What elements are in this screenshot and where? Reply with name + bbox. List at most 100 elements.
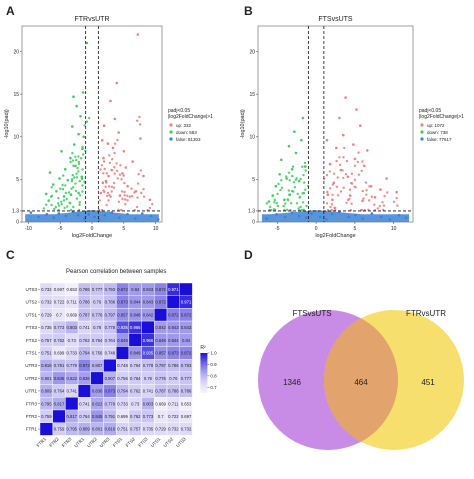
volcano-b-point-down xyxy=(284,202,287,205)
volcano-a-point-down xyxy=(64,191,68,195)
volcano-b-point-up xyxy=(338,163,342,166)
volcano-b-point-up xyxy=(338,116,341,120)
heatmap-cell-value: 0.872 xyxy=(155,300,166,305)
heatmap-cell-value: 0.748 xyxy=(105,350,116,355)
volcano-a-xtick-label: 0 xyxy=(91,226,94,232)
heatmap-cell-value: 0.779 xyxy=(67,363,78,368)
volcano-b-plot-area xyxy=(257,25,414,223)
volcano-a-point-up xyxy=(126,184,129,188)
volcano-a-point-up xyxy=(107,199,110,202)
volcano-a-point-down xyxy=(72,164,75,167)
volcano-a-point-down xyxy=(75,172,78,175)
volcano-b-point-down xyxy=(274,184,278,188)
heatmap-cell-value: 0.794 xyxy=(117,389,128,394)
volcano-b-point-down xyxy=(288,193,291,196)
heatmap-cell-value: 0.786 xyxy=(168,389,179,394)
heatmap-cell-value: 0.872 xyxy=(181,312,192,317)
volcano-a-point-down xyxy=(60,200,63,203)
volcano-a-point-down xyxy=(45,203,48,206)
volcano-a-point-down xyxy=(42,207,46,210)
volcano-b-point-false xyxy=(265,217,268,220)
volcano-b-legend-marker xyxy=(420,137,424,141)
heatmap-cell-value: 0.777 xyxy=(181,376,192,381)
heatmap-cell-value: 0.733 xyxy=(67,350,78,355)
volcano-a-point-down xyxy=(76,166,79,170)
volcano-a-point-up xyxy=(123,194,127,197)
volcano-a-point-down xyxy=(51,183,55,186)
volcano-b-point-up xyxy=(355,108,358,111)
volcano-a-point-down xyxy=(56,202,60,205)
volcano-b-point-false xyxy=(304,216,308,219)
volcano-a-point-down xyxy=(53,207,56,211)
volcano-a-point-up xyxy=(100,138,104,142)
volcano-a-point-down xyxy=(77,162,81,166)
heatmap-cell xyxy=(154,308,168,322)
colorbar-tick-label: 0.8 xyxy=(210,374,217,379)
volcano-b-point-up xyxy=(379,188,382,191)
heatmap-cell-value: 0.966 xyxy=(130,325,141,330)
volcano-a-point-down xyxy=(75,104,78,108)
volcano-b-point-false xyxy=(275,213,278,216)
heatmap-cell-value: 0.971 xyxy=(181,300,192,305)
volcano-a-point-down xyxy=(65,197,68,201)
heatmap-cell xyxy=(77,384,91,398)
volcano-b-point-up xyxy=(381,201,384,204)
heatmap-cell-value: 0.845 xyxy=(92,414,103,419)
colorbar-tick-label: 0.7 xyxy=(210,385,217,390)
volcano-a-point-false xyxy=(149,214,153,218)
volcano-b-point-up xyxy=(325,202,329,205)
volcano-a-point-up xyxy=(113,117,117,121)
heatmap-cell-value: 0.84 xyxy=(182,338,191,343)
volcano-a-point-down xyxy=(50,186,53,189)
heatmap-cell-value: 0.73 xyxy=(131,401,140,406)
volcano-a-point-up xyxy=(137,173,140,176)
volcano-b-point-down xyxy=(294,178,297,181)
heatmap-cell-value: 0.76 xyxy=(144,376,153,381)
volcano-a-xtick-label: 5 xyxy=(122,226,125,232)
heatmap-cell-value: 0.732 xyxy=(41,287,52,292)
volcano-a-point-up xyxy=(113,151,116,155)
volcano-b-point-down xyxy=(303,161,307,165)
volcano-b-point-down xyxy=(298,196,302,199)
heatmap-cell-value: 0.816 xyxy=(105,427,116,432)
volcano-b-point-up xyxy=(344,96,347,99)
volcano-b-point-down xyxy=(292,190,295,193)
heatmap-cell-value: 0.735 xyxy=(41,325,52,330)
volcano-a-point-up xyxy=(108,154,111,157)
heatmap-col-label: UTS2 xyxy=(162,436,174,448)
heatmap-cell-value: 0.817 xyxy=(67,414,78,419)
heatmap-row-label: UTS1 xyxy=(25,312,37,317)
volcano-a-point-down xyxy=(79,157,83,160)
volcano-b-point-down xyxy=(304,165,307,168)
volcano-a-point-down xyxy=(70,180,74,183)
volcano-a-point-down xyxy=(83,124,86,127)
heatmap-cell-value: 0.797 xyxy=(155,363,166,368)
volcano-a-point-up xyxy=(100,164,104,167)
heatmap-cell-value: 0.842 xyxy=(155,325,166,330)
heatmap-cell-value: 0.872 xyxy=(168,312,179,317)
volcano-a-point-down xyxy=(49,195,53,198)
volcano-a-point-up xyxy=(106,142,110,145)
volcano-b-point-down xyxy=(280,186,284,189)
volcano-a-point-up xyxy=(113,166,116,169)
volcano-a-point-up xyxy=(140,191,143,195)
heatmap-cell xyxy=(65,397,79,411)
volcano-a-point-up xyxy=(103,167,106,171)
volcano-b-point-down xyxy=(301,192,304,195)
volcano-a-point-down xyxy=(78,180,82,183)
colorbar xyxy=(200,353,208,393)
volcano-a-point-up xyxy=(120,190,124,193)
volcano-b-point-up xyxy=(348,194,352,197)
volcano-a-point-down xyxy=(70,187,73,190)
volcano-a-point-false xyxy=(83,217,86,220)
volcano-b-point-up xyxy=(378,204,381,208)
volcano-b-legend-label: down: 738 xyxy=(427,130,448,135)
volcano-a-xlabel: log2FoldChange xyxy=(72,233,112,239)
heatmap-cell-value: 0.809 xyxy=(79,427,90,432)
colorbar-label: R² xyxy=(200,345,206,351)
heatmap-cell-value: 0.793 xyxy=(181,363,192,368)
volcano-a-point-down xyxy=(74,155,77,159)
heatmap-cell-value: 0.757 xyxy=(41,338,52,343)
heatmap-cell-value: 0.786 xyxy=(79,287,90,292)
